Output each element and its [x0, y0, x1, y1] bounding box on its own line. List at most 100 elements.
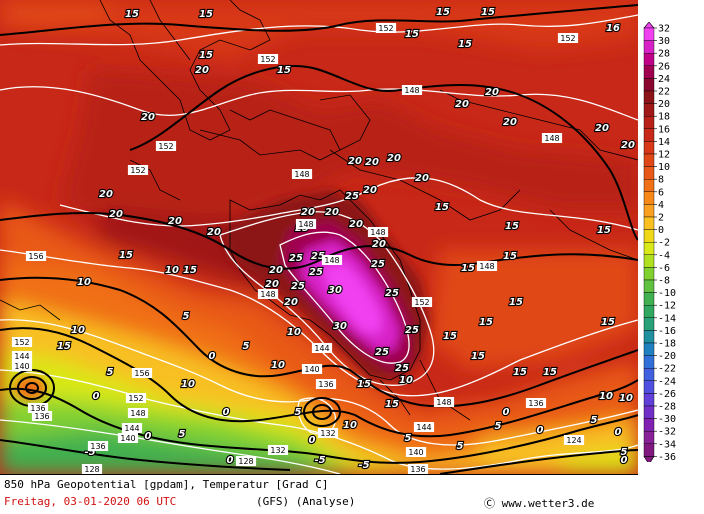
scale-swatch: [643, 229, 655, 243]
svg-text:132: 132: [270, 446, 285, 455]
contour-label: 136: [31, 411, 53, 421]
contour-label: 136: [407, 464, 429, 474]
geopotential-labels: 152 152 152 148 148 152 152 148 148 148 156 148 148 1…: [11, 23, 585, 474]
scale-label: -18: [658, 339, 676, 350]
svg-text:148: 148: [479, 262, 494, 271]
svg-text:148: 148: [260, 290, 275, 299]
isotherm-label: 15: [543, 367, 557, 378]
isotherm-label: 0: [209, 351, 216, 362]
scale-swatch: [643, 178, 655, 192]
scale-label: -24: [658, 376, 676, 387]
isotherm-label: 10: [599, 391, 613, 402]
isotherm-label: 20: [325, 207, 339, 218]
isotherm-label: 15: [199, 50, 213, 61]
isotherm-label: 25: [395, 363, 409, 374]
scale-label: -28: [658, 402, 676, 413]
scale-label: 2: [658, 213, 664, 224]
isotherm-label: 15: [57, 341, 71, 352]
scale-label: -2: [658, 238, 670, 249]
scale-swatch: [643, 53, 655, 67]
scale-swatch: [643, 153, 655, 167]
isotherm-label: 15: [435, 202, 449, 213]
contour-label: 136: [87, 441, 109, 451]
isotherm-label: 15: [385, 399, 399, 410]
isotherm-label: 10: [71, 325, 85, 336]
isotherm-label: 5: [295, 407, 302, 418]
isotherm-label: 20: [485, 87, 499, 98]
isotherm-label: 15: [199, 9, 213, 20]
isotherm-label: 15: [436, 7, 450, 18]
credit-link[interactable]: Ⓒ www.wetter3.de: [484, 497, 595, 510]
scale-label: 30: [658, 36, 670, 47]
temperature-color-scale: 32 30 28 26 24 22 20 18 16 14 12 10 8 6 4 2 0 -2 -4 -6 -8 -10…: [640, 21, 704, 465]
svg-text:152: 152: [128, 394, 143, 403]
svg-text:132: 132: [320, 429, 335, 438]
scale-swatch: [643, 405, 655, 419]
scale-label: -20: [658, 351, 676, 362]
color-scale-swatches: [643, 21, 655, 465]
isotherm-label: 20: [99, 189, 113, 200]
scale-swatch: [643, 40, 655, 54]
isotherm-label: 20: [415, 173, 429, 184]
isotherm-label: 15: [458, 39, 472, 50]
scale-swatch: [643, 355, 655, 369]
contour-label: 152: [257, 54, 279, 64]
scale-top-arrow: [643, 21, 655, 29]
scale-label: 10: [658, 162, 670, 173]
scale-label: 26: [658, 61, 670, 72]
scale-label: -30: [658, 414, 676, 425]
isotherm-label: 20: [349, 219, 363, 230]
contour-label: 144: [11, 351, 33, 361]
svg-text:148: 148: [436, 398, 451, 407]
isotherm-label: 20: [284, 297, 298, 308]
svg-text:152: 152: [14, 338, 29, 347]
isotherm-label: 16: [606, 23, 620, 34]
contour-label: 132: [267, 445, 289, 455]
isotherm-label: 10: [399, 375, 413, 386]
contour-label: 132: [317, 428, 339, 438]
contour-label: 140: [11, 361, 33, 371]
isotherm-label: 25: [371, 259, 385, 270]
scale-swatch: [643, 443, 655, 457]
isotherm-label: 10: [287, 327, 301, 338]
scale-swatch: [643, 128, 655, 142]
isotherm-label: 5: [183, 311, 190, 322]
svg-text:124: 124: [566, 436, 581, 445]
isotherm-label: 0: [503, 407, 510, 418]
isotherm-label: 25: [405, 325, 419, 336]
svg-text:148: 148: [294, 170, 309, 179]
svg-text:152: 152: [158, 142, 173, 151]
scale-label: -14: [658, 313, 676, 324]
svg-text:152: 152: [260, 55, 275, 64]
contour-label: 140: [301, 364, 323, 374]
map-date: Freitag, 03-01-2020 06 UTC: [4, 495, 177, 508]
scale-swatch: [643, 305, 655, 319]
svg-text:140: 140: [14, 362, 29, 371]
svg-text:152: 152: [560, 34, 575, 43]
svg-text:152: 152: [414, 298, 429, 307]
contour-label: 156: [131, 368, 153, 378]
svg-text:148: 148: [404, 86, 419, 95]
contour-label: 152: [557, 33, 579, 43]
isotherm-label: 20: [195, 65, 209, 76]
svg-text:128: 128: [84, 465, 99, 474]
scale-swatch: [643, 418, 655, 432]
isotherm-label: 10: [77, 277, 91, 288]
isotherm-label: 15: [405, 29, 419, 40]
svg-text:136: 136: [410, 465, 425, 474]
svg-text:136: 136: [318, 380, 333, 389]
scale-label: -32: [658, 427, 676, 438]
scale-label: -10: [658, 288, 676, 299]
isotherm-label: 15: [481, 7, 495, 18]
isotherm-label: 20: [363, 185, 377, 196]
contour-label: 152: [127, 165, 149, 175]
isotherm-label: -5: [358, 460, 369, 471]
scale-label: 24: [658, 74, 670, 85]
isotherm-label: 10: [343, 420, 357, 431]
temperature-labels: 15 15 15 15 15 15 16 152 0 152 0 20 20 20 20 20 20 20 20 20…: [56, 6, 636, 472]
svg-text:136: 136: [34, 412, 49, 421]
isotherm-label: 15: [513, 367, 527, 378]
isotherm-label: 20: [265, 279, 279, 290]
scale-swatch: [643, 216, 655, 230]
svg-text:148: 148: [324, 256, 339, 265]
